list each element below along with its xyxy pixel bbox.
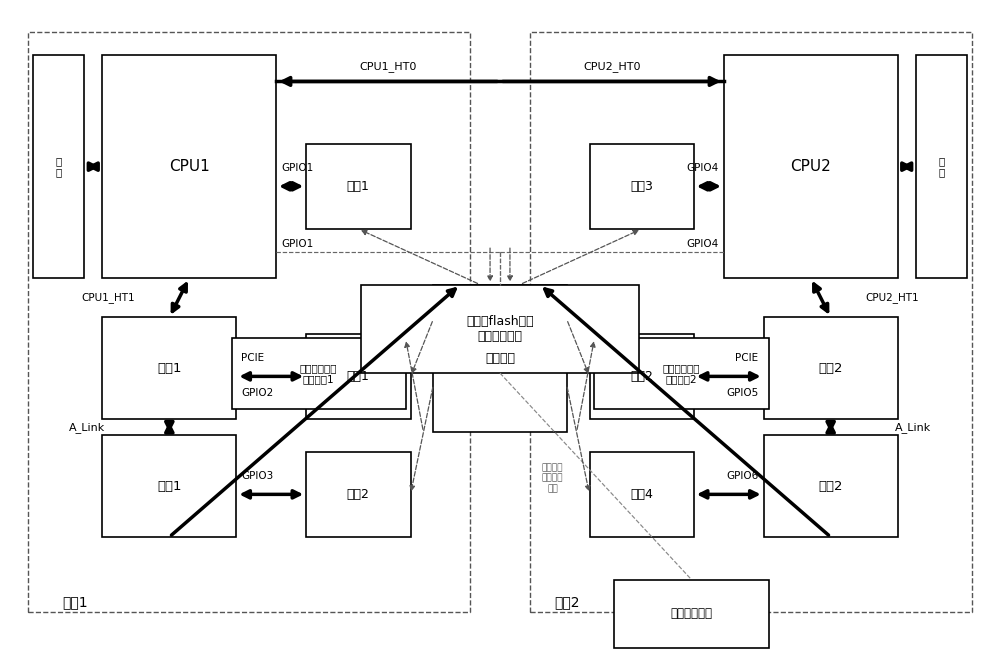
Bar	[764, 317, 898, 419]
Bar	[361, 285, 639, 373]
Text: PCIE: PCIE	[241, 353, 265, 363]
Text: 远程监控终端: 远程监控终端	[670, 607, 712, 621]
Text: CPU1_HT1: CPU1_HT1	[81, 292, 135, 303]
Bar	[916, 56, 967, 278]
Bar	[530, 32, 972, 612]
Bar	[306, 451, 411, 537]
Text: CPU1: CPU1	[169, 159, 210, 174]
Text: 南扨2: 南扨2	[818, 480, 843, 492]
Text: 系瀖1: 系瀖1	[62, 595, 88, 609]
Text: A_Link: A_Link	[895, 422, 932, 433]
Text: CPU2_HT0: CPU2_HT0	[583, 61, 641, 73]
Text: CPU2: CPU2	[790, 159, 831, 174]
Bar	[102, 56, 276, 278]
Bar	[764, 436, 898, 537]
Text: 串口3: 串口3	[630, 180, 653, 193]
Text: GPIO1: GPIO1	[281, 239, 313, 249]
Text: CPU1_HT0: CPU1_HT0	[359, 61, 417, 73]
Text: 北扨2: 北扨2	[818, 362, 843, 375]
Text: GPIO2: GPIO2	[241, 388, 274, 398]
Text: PCIE: PCIE	[735, 353, 759, 363]
Text: 硬盘或flash等非
易失存储介质: 硬盘或flash等非 易失存储介质	[466, 315, 534, 343]
Text: CPU2_HT1: CPU2_HT1	[865, 292, 919, 303]
Text: 网口2: 网口2	[630, 370, 653, 383]
Bar	[433, 285, 567, 432]
Text: 北扨1: 北扨1	[157, 362, 182, 375]
Text: GPIO3: GPIO3	[241, 471, 274, 481]
Text: 串口1: 串口1	[347, 180, 370, 193]
Bar	[306, 143, 411, 229]
Bar	[102, 436, 236, 537]
Bar	[232, 338, 406, 409]
Bar	[590, 143, 694, 229]
Text: 串口4: 串口4	[630, 488, 653, 501]
Bar	[590, 334, 694, 419]
Text: 内
存: 内 存	[55, 156, 62, 177]
Bar	[614, 580, 769, 648]
Bar	[33, 56, 84, 278]
Text: 上下电控制、
复位电路2: 上下电控制、 复位电路2	[663, 363, 700, 385]
Text: GPIO5: GPIO5	[726, 388, 759, 398]
Text: GPIO4: GPIO4	[687, 163, 719, 173]
Bar	[102, 317, 236, 419]
Bar	[28, 32, 470, 612]
Text: A_Link: A_Link	[68, 422, 105, 433]
Bar	[724, 56, 898, 278]
Text: 网口1: 网口1	[347, 370, 370, 383]
Text: GPIO4: GPIO4	[687, 239, 719, 249]
Text: 南扨1: 南扨1	[157, 480, 182, 492]
Text: GPIO1: GPIO1	[281, 163, 313, 173]
Text: 系瀖2: 系瀖2	[555, 595, 580, 609]
Text: 上下电控制、
复位电路1: 上下电控制、 复位电路1	[300, 363, 337, 385]
Text: 内
存: 内 存	[938, 156, 945, 177]
Text: 监控电路: 监控电路	[485, 352, 515, 365]
Text: GPIO6: GPIO6	[726, 471, 759, 481]
Bar	[594, 338, 769, 409]
Bar	[306, 334, 411, 419]
Bar	[590, 451, 694, 537]
Text: 串口2: 串口2	[347, 488, 370, 501]
Text: 串接或于
若干以太
网络: 串接或于 若干以太 网络	[542, 463, 563, 493]
